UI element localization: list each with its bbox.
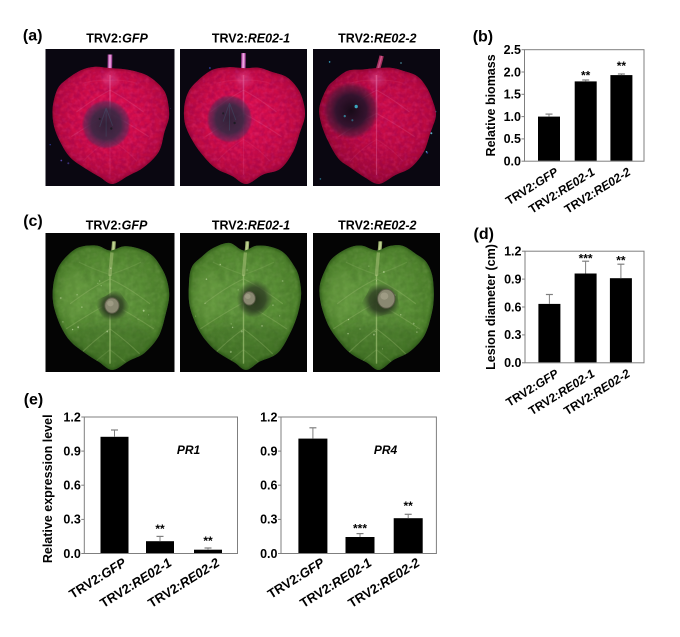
svg-text:TRV2:RE02-2: TRV2:RE02-2 [338, 219, 416, 233]
svg-text:**: ** [581, 69, 591, 83]
svg-text:TRV2:GFP: TRV2:GFP [86, 32, 148, 46]
svg-text:0.6: 0.6 [63, 479, 80, 493]
svg-text:(d): (d) [474, 226, 494, 243]
svg-text:0.9: 0.9 [63, 444, 80, 458]
svg-text:TRV2:RE02-1: TRV2:RE02-1 [212, 32, 290, 46]
svg-text:PR1: PR1 [177, 443, 201, 457]
svg-text:2.5: 2.5 [504, 43, 521, 57]
svg-text:0.3: 0.3 [260, 513, 277, 527]
svg-text:TRV2:RE02-2: TRV2:RE02-2 [338, 32, 416, 46]
svg-text:***: *** [579, 251, 593, 265]
svg-text:0.5: 0.5 [504, 132, 521, 146]
svg-text:0.3: 0.3 [63, 513, 80, 527]
svg-text:***: *** [353, 521, 367, 535]
svg-text:1.5: 1.5 [504, 88, 521, 102]
svg-text:0.6: 0.6 [260, 479, 277, 493]
svg-text:PR4: PR4 [374, 443, 398, 457]
svg-text:1.2: 1.2 [260, 410, 277, 424]
svg-text:1.2: 1.2 [63, 410, 80, 424]
svg-text:Relative biomass: Relative biomass [484, 54, 498, 156]
svg-text:0.9: 0.9 [504, 272, 521, 286]
svg-text:1.0: 1.0 [504, 110, 521, 124]
svg-text:(c): (c) [23, 213, 43, 230]
svg-text:**: ** [617, 59, 627, 73]
svg-text:1.2: 1.2 [504, 245, 521, 259]
svg-text:Relative expression level: Relative expression level [41, 414, 55, 563]
svg-text:0.3: 0.3 [504, 328, 521, 342]
svg-text:(a): (a) [23, 27, 43, 44]
svg-text:0.9: 0.9 [260, 444, 277, 458]
svg-text:0.0: 0.0 [504, 356, 521, 370]
svg-text:Lesion diameter (cm): Lesion diameter (cm) [484, 244, 498, 370]
svg-text:TRV2:GFP: TRV2:GFP [86, 219, 148, 233]
svg-text:0.0: 0.0 [260, 547, 277, 561]
svg-text:(b): (b) [473, 29, 493, 46]
svg-text:0.0: 0.0 [504, 155, 521, 169]
svg-text:0.0: 0.0 [63, 547, 80, 561]
svg-text:**: ** [155, 522, 165, 536]
svg-text:**: ** [616, 253, 626, 267]
svg-text:(e): (e) [24, 392, 44, 409]
svg-text:TRV2:RE02-1: TRV2:RE02-1 [212, 219, 290, 233]
svg-text:0.6: 0.6 [504, 300, 521, 314]
svg-text:**: ** [404, 499, 414, 513]
svg-text:2.0: 2.0 [504, 65, 521, 79]
svg-text:**: ** [203, 534, 213, 548]
